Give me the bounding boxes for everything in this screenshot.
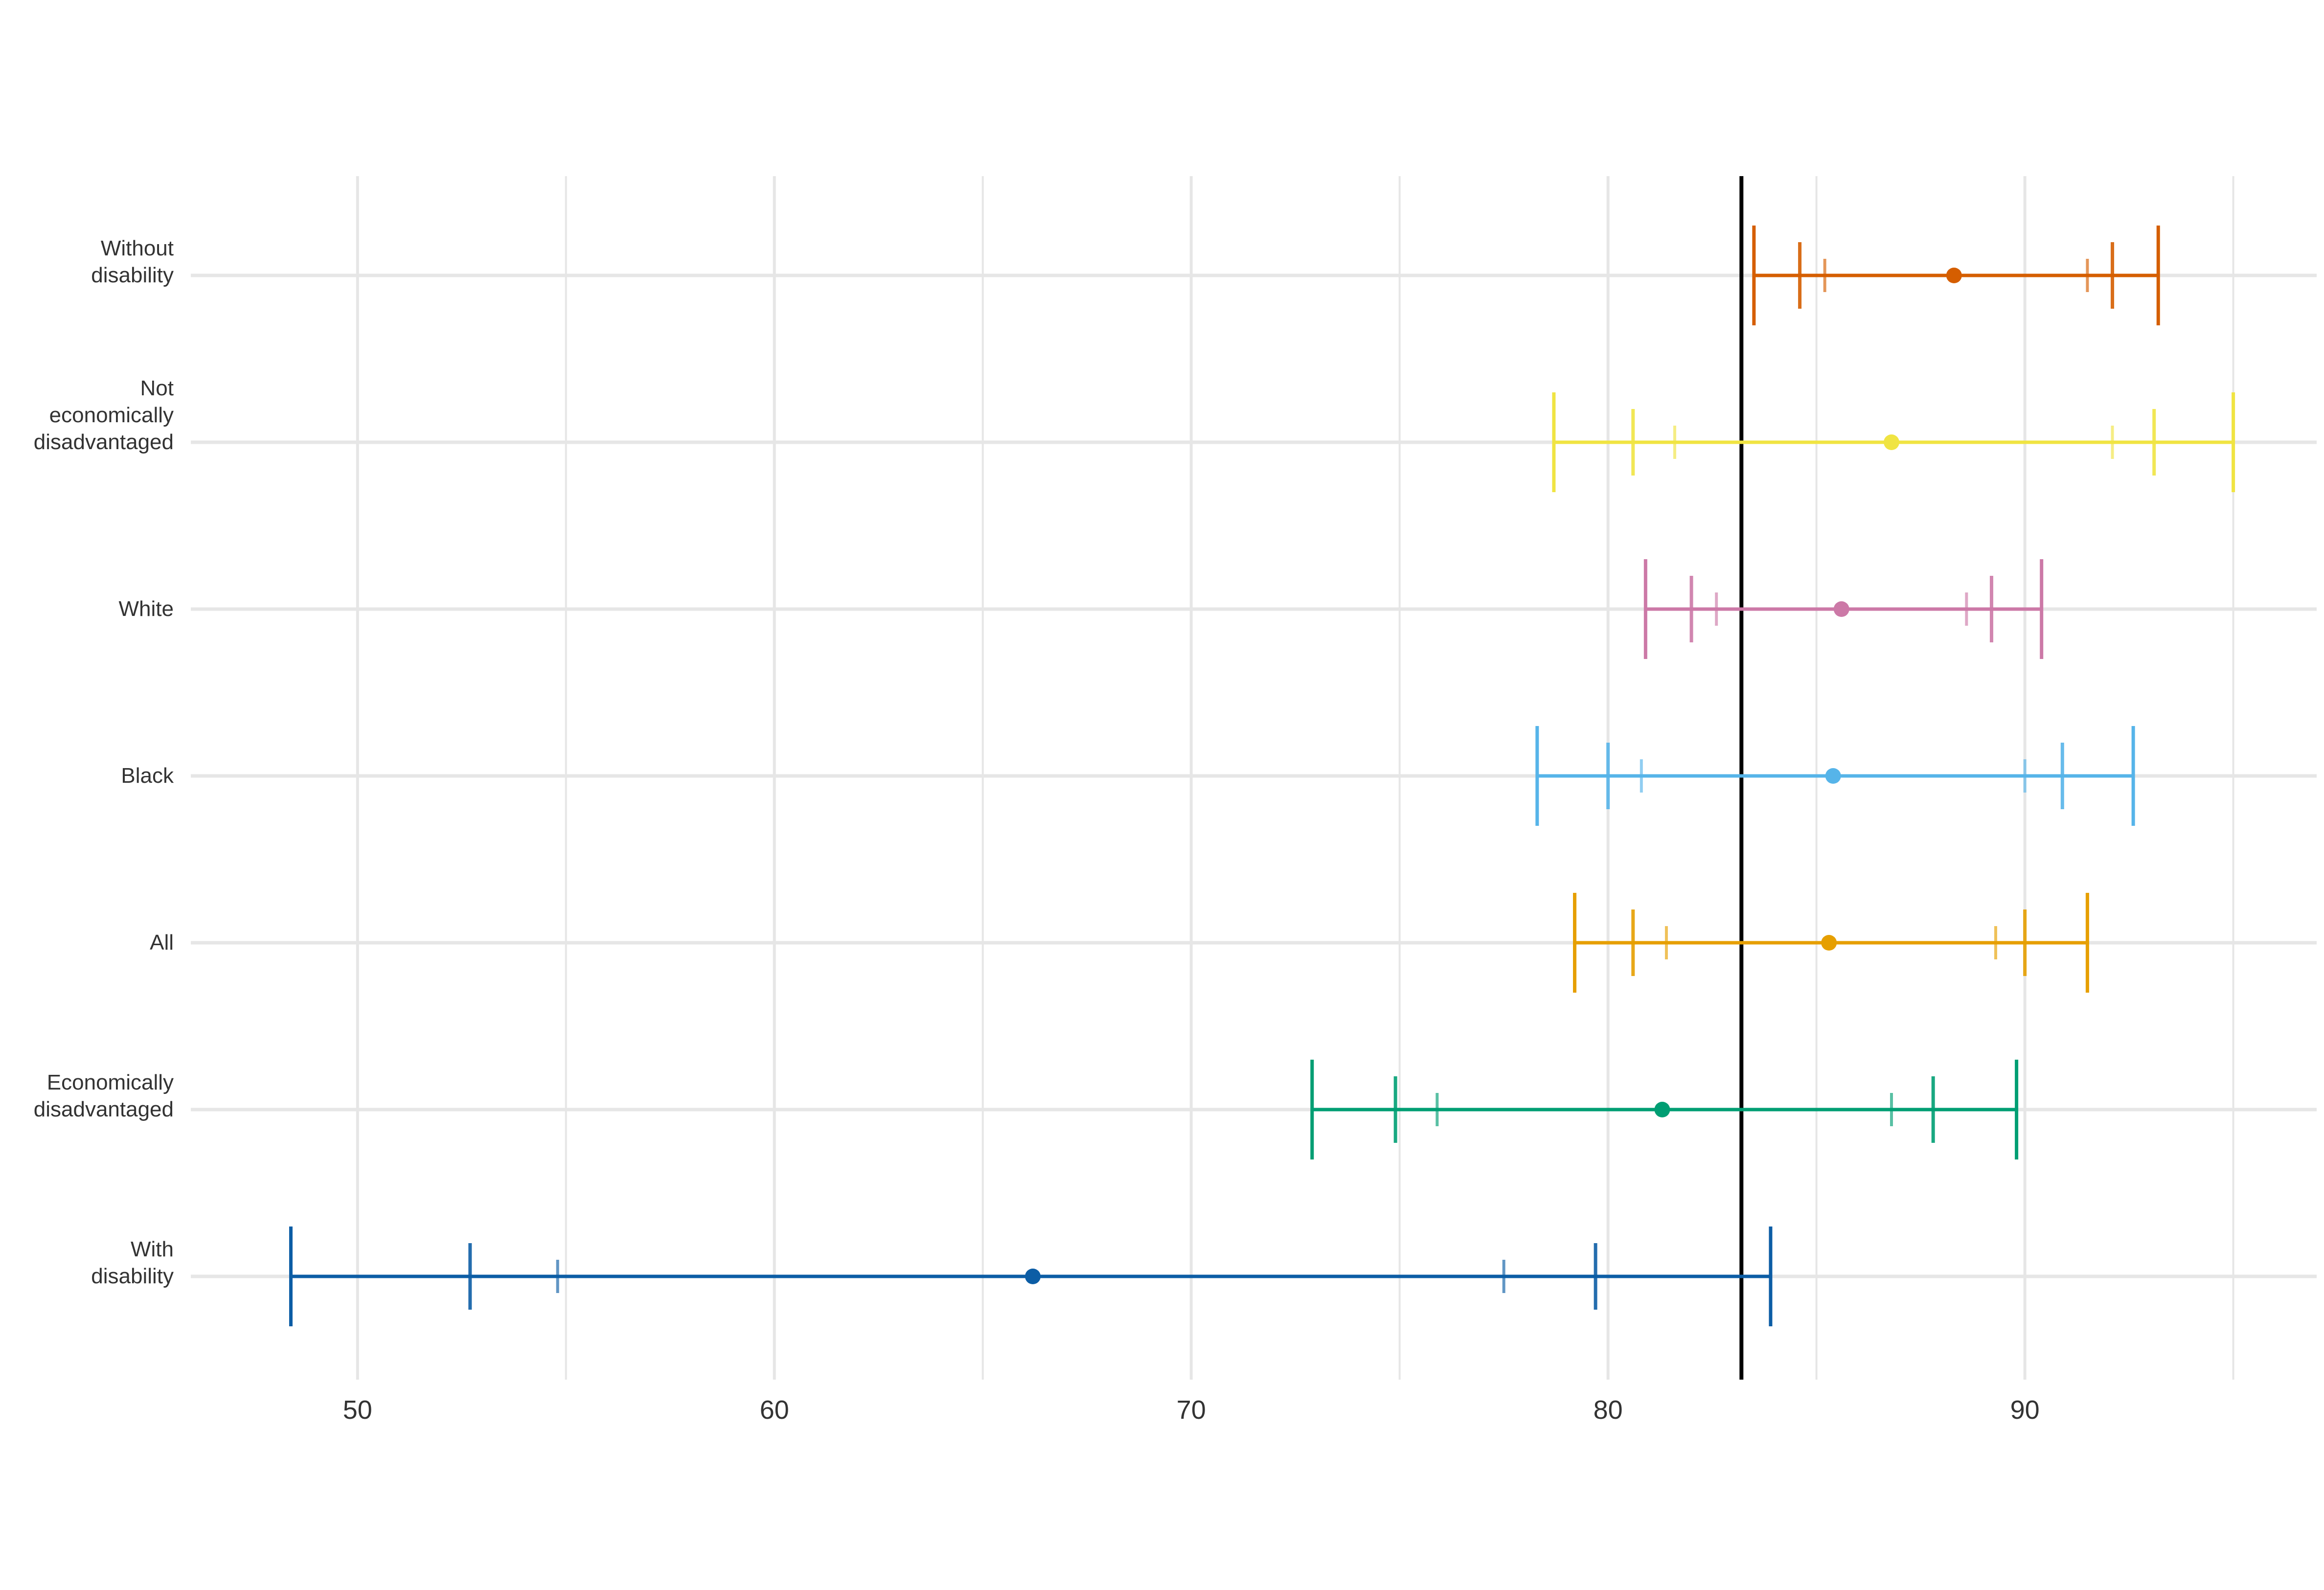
category-label-line: Without: [101, 236, 174, 260]
point-estimate: [1833, 601, 1849, 617]
category-label: Without disability: [91, 236, 174, 287]
series-layer: [289, 226, 2235, 1326]
category-label: Economically disadvantaged: [34, 1070, 174, 1121]
x-tick-label: 70: [1177, 1395, 1206, 1425]
grid-layer: [191, 176, 2317, 1380]
point-estimate: [1825, 768, 1841, 784]
point-estimate: [1821, 935, 1837, 951]
category-label-line: White: [119, 597, 174, 621]
category-label-line: All: [150, 931, 174, 954]
point-estimate: [1025, 1269, 1041, 1284]
interval-with-disability: [289, 1227, 1773, 1326]
x-axis-tick-labels: 50 60 70 80 90: [343, 1395, 2040, 1425]
category-label-line: With: [131, 1237, 174, 1261]
category-label: With disability: [91, 1237, 174, 1288]
point-estimate: [1654, 1102, 1670, 1117]
point-estimate: [1884, 434, 1899, 450]
category-label: Not economically disadvantaged: [34, 376, 174, 454]
interval-black: [1535, 726, 2135, 826]
interval-all: [1573, 893, 2089, 993]
category-label-line: disadvantaged: [34, 430, 174, 454]
x-tick-label: 90: [2010, 1395, 2040, 1425]
x-tick-label: 80: [1594, 1395, 1623, 1425]
point-estimate: [1946, 268, 1962, 283]
category-label-line: Economically: [47, 1070, 174, 1094]
category-label-line: Black: [121, 764, 174, 788]
category-label: Black: [121, 764, 174, 788]
category-label: White: [119, 597, 174, 621]
interval-economically-disadvantaged: [1310, 1060, 2019, 1159]
category-label-line: disability: [91, 1264, 174, 1288]
x-tick-label: 60: [760, 1395, 789, 1425]
category-label-line: Not: [140, 376, 174, 400]
interval-without-disability: [1752, 226, 2160, 325]
category-label-line: economically: [49, 403, 174, 427]
interval-white: [1643, 559, 2044, 659]
interval-not-economically-disadvantaged: [1552, 392, 2235, 492]
category-label-layer: Without disability Not economically disadvan…: [34, 236, 174, 1288]
category-label: All: [150, 931, 174, 954]
category-label-line: disability: [91, 263, 174, 287]
x-tick-label: 50: [343, 1395, 372, 1425]
category-label-line: disadvantaged: [34, 1097, 174, 1121]
